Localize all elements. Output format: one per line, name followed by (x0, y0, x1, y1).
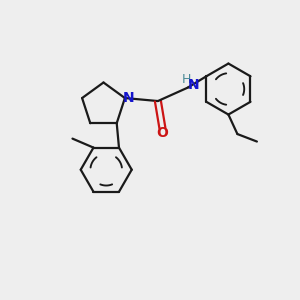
Text: N: N (123, 91, 135, 105)
Text: H: H (182, 73, 191, 85)
Text: N: N (188, 77, 200, 92)
Text: O: O (157, 126, 168, 140)
